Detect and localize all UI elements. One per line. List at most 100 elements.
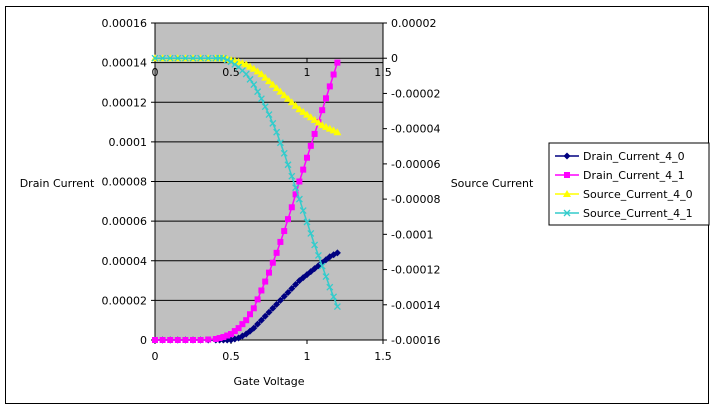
data-point — [330, 293, 338, 301]
legend-item: Drain_Current_4_0 — [555, 150, 685, 163]
marker-stroke — [563, 209, 571, 217]
data-point — [253, 67, 262, 75]
data-point — [322, 273, 330, 281]
data-point — [261, 103, 269, 111]
legend-item: Drain_Current_4_1 — [555, 169, 685, 182]
marker-stroke — [288, 172, 296, 180]
marker-stroke — [292, 184, 300, 192]
y-left-tick-label: 0.00016 — [102, 17, 148, 30]
data-point — [292, 191, 299, 198]
data-point — [299, 107, 308, 115]
data-point — [285, 216, 291, 223]
data-point — [311, 241, 319, 249]
marker-stroke — [311, 241, 319, 249]
data-point — [280, 149, 288, 157]
data-point — [333, 128, 342, 136]
data-point — [197, 54, 205, 62]
data-point — [330, 71, 337, 78]
marker-stroke — [246, 75, 254, 83]
legend-label: Source_Current_4_0 — [583, 188, 693, 201]
marker-stroke — [326, 283, 334, 291]
data-point — [323, 95, 329, 102]
marker-stroke — [314, 252, 322, 259]
grid-lines — [155, 22, 383, 341]
marker-stroke — [235, 63, 243, 71]
y-left-tick-label: 0.00014 — [102, 57, 148, 70]
legend-label: Drain_Current_4_0 — [583, 150, 685, 163]
data-point — [296, 178, 303, 185]
y-right-tick-label: -0.00014 — [391, 299, 440, 312]
data-point — [261, 312, 269, 320]
data-point — [235, 325, 242, 332]
data-point — [174, 54, 182, 62]
data-point — [197, 337, 204, 343]
data-point — [190, 337, 196, 343]
data-point — [257, 95, 265, 103]
data-point — [310, 115, 319, 123]
secondary-x-tick-label: 1 — [304, 66, 311, 79]
marker-stroke — [280, 149, 288, 157]
marker-stroke — [174, 54, 182, 62]
data-point — [268, 80, 277, 88]
data-point — [159, 54, 167, 62]
data-point — [288, 204, 295, 211]
data-point — [231, 60, 239, 68]
legend-swatch-marker — [563, 152, 571, 160]
x-tick-label: 1 — [304, 350, 311, 363]
data-point — [280, 292, 288, 300]
data-point — [181, 54, 189, 62]
data-point — [292, 184, 300, 192]
data-point — [265, 111, 273, 119]
marker-stroke — [269, 119, 277, 127]
marker-stroke — [318, 262, 326, 270]
data-point — [276, 139, 284, 147]
data-point — [205, 336, 212, 343]
marker-stroke — [197, 54, 205, 62]
data-point — [182, 337, 189, 343]
series-drain-current-4-0 — [151, 249, 341, 344]
data-point — [246, 75, 254, 83]
marker-stroke — [322, 273, 330, 281]
y-right-tick-label: -0.00012 — [391, 264, 440, 277]
data-point — [152, 337, 158, 343]
marker-stroke — [333, 303, 341, 310]
y-left-tick-label: 0.0001 — [109, 136, 148, 149]
data-point — [276, 296, 284, 304]
legend-label: Drain_Current_4_1 — [583, 169, 685, 182]
data-point — [219, 54, 227, 62]
data-point — [319, 107, 326, 114]
marker-stroke — [181, 54, 189, 62]
data-point — [261, 73, 270, 81]
data-point — [212, 336, 219, 343]
data-point — [247, 311, 253, 318]
x-tick-label: 0 — [152, 350, 159, 363]
y-axis-right-label: Source Current — [451, 177, 534, 190]
legend: Drain_Current_4_0 Drain_Current_4_1 Source… — [548, 142, 710, 226]
data-point — [303, 218, 311, 226]
y-right-tick-label: -0.00002 — [391, 87, 440, 100]
marker-stroke — [189, 54, 197, 62]
marker-stroke — [295, 195, 303, 203]
y-left-tick-label: 0.00006 — [102, 215, 148, 228]
data-point — [265, 77, 273, 85]
y-left-tick-label: 0.00004 — [102, 255, 148, 268]
data-point — [273, 300, 281, 308]
data-point — [250, 305, 257, 312]
data-point — [292, 281, 300, 289]
marker-stroke — [223, 56, 231, 64]
data-point — [239, 321, 246, 328]
data-point — [249, 64, 258, 72]
data-point — [174, 337, 181, 343]
data-point — [288, 284, 296, 292]
data-point — [303, 110, 311, 118]
data-point — [189, 54, 197, 62]
data-point — [266, 269, 272, 276]
data-point — [151, 54, 159, 62]
marker-stroke — [151, 54, 159, 62]
data-point — [334, 59, 341, 66]
data-point — [204, 54, 212, 62]
marker-stroke — [257, 95, 265, 103]
data-point — [295, 195, 303, 203]
data-point — [311, 130, 318, 137]
marker-stroke — [159, 54, 167, 62]
